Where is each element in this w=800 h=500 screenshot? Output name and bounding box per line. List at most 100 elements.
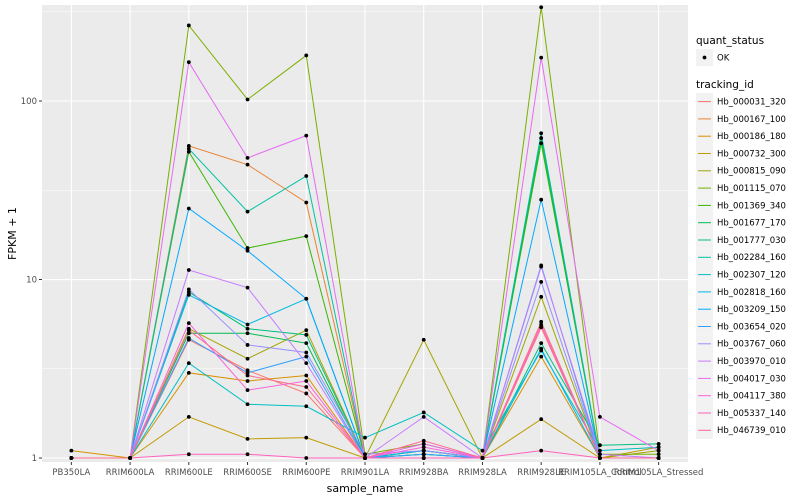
data-point: [480, 456, 485, 460]
data-point: [304, 391, 309, 396]
data-point: [186, 23, 191, 28]
y-tick-label: 1: [32, 454, 37, 464]
data-point: [539, 264, 544, 269]
x-tick-label: RRIM600LA: [106, 468, 155, 478]
data-point: [421, 337, 426, 342]
data-point: [598, 456, 602, 460]
data-point: [304, 354, 309, 359]
data-point: [539, 322, 544, 327]
x-tick-label: RRIM600PE: [282, 468, 330, 478]
data-point: [421, 414, 426, 419]
data-point: [186, 287, 191, 292]
data-point: [539, 131, 544, 136]
data-point: [539, 341, 544, 346]
data-point: [656, 441, 661, 446]
data-point: [304, 296, 309, 301]
data-point: [539, 346, 544, 351]
data-point: [304, 373, 309, 378]
x-tick-label: RRIM105LA_Stressed: [614, 468, 704, 478]
legend-series-label: Hb_000031_320: [717, 98, 786, 108]
legend-series-label: Hb_000167_100: [717, 115, 786, 125]
data-point: [539, 5, 544, 10]
data-point: [598, 443, 602, 448]
data-point: [539, 141, 544, 146]
data-point: [363, 456, 367, 460]
data-point: [186, 146, 191, 151]
legend-quant-label: OK: [717, 54, 730, 64]
data-point: [656, 445, 661, 450]
x-tick-label: RRIM901LA: [341, 468, 390, 478]
data-point: [186, 321, 191, 325]
data-point: [186, 331, 191, 336]
data-point: [245, 436, 250, 441]
data-point: [656, 448, 661, 453]
x-tick-label: RRIM928LE: [517, 468, 565, 478]
x-tick-label: RRIM928BA: [399, 468, 449, 478]
y-axis: 1 10 100: [21, 97, 42, 464]
data-point: [363, 452, 367, 457]
data-point: [186, 336, 191, 340]
legend-series-label: Hb_000732_300: [717, 149, 786, 159]
data-point: [186, 370, 191, 375]
data-point: [245, 356, 250, 361]
data-point: [304, 174, 309, 178]
legend-tracking-title: tracking_id: [696, 79, 754, 91]
data-point: [539, 136, 544, 140]
legend-series-label: Hb_003654_020: [717, 322, 786, 332]
data-point: [421, 448, 426, 453]
legend-series-label: Hb_002307_120: [717, 271, 786, 281]
data-point: [304, 350, 309, 355]
data-point: [245, 322, 250, 327]
data-point: [421, 438, 426, 443]
legend-quant-title: quant_status: [696, 35, 764, 47]
data-point: [656, 456, 661, 460]
legend-series-label: Hb_003767_060: [717, 340, 786, 350]
legend-series-label: Hb_004017_030: [717, 374, 786, 384]
x-tick-label: RRIM928LA: [458, 468, 507, 478]
y-axis-title: FPKM + 1: [6, 207, 19, 260]
data-point: [656, 452, 661, 457]
data-point: [421, 441, 426, 446]
data-point: [245, 402, 250, 407]
data-point: [304, 379, 309, 383]
x-tick-label: RRIM105LA_Control: [558, 468, 642, 478]
data-point: [539, 197, 544, 202]
legend-series-label: Hb_005337_140: [717, 409, 786, 419]
data-point: [304, 234, 309, 239]
data-point: [598, 452, 602, 457]
legend-series-label: Hb_000186_180: [717, 132, 786, 142]
data-point: [304, 385, 309, 389]
data-point: [304, 361, 309, 366]
legend-series-label: Hb_003209_150: [717, 305, 786, 315]
data-point: [186, 361, 191, 366]
series-points: [69, 5, 661, 460]
data-point: [186, 290, 191, 295]
legend-series-label: Hb_001677_170: [717, 219, 786, 229]
legend-series-label: Hb_000815_090: [717, 167, 786, 177]
data-point: [186, 452, 191, 457]
legend-tracking-id: tracking_id Hb_000031_320 Hb_000167_100 Hb…: [696, 79, 786, 439]
data-point: [186, 292, 191, 297]
data-point: [245, 326, 250, 331]
data-point: [304, 435, 309, 440]
data-point: [304, 328, 309, 333]
data-point: [539, 417, 544, 422]
data-point: [539, 55, 544, 60]
data-point: [245, 370, 250, 375]
legend-series-label: Hb_003970_010: [717, 357, 786, 367]
y-tick-label: 10: [26, 276, 37, 286]
data-point: [539, 279, 544, 284]
x-tick-label: RRIM600LE: [165, 468, 213, 478]
legend-series-label: Hb_002818_160: [717, 288, 786, 298]
data-point: [304, 200, 309, 205]
legend-series-label: Hb_001115_070: [717, 184, 786, 194]
data-point: [186, 268, 191, 272]
data-point: [69, 448, 74, 453]
data-point: [245, 246, 250, 250]
x-tick-label: PB350LA: [52, 468, 90, 478]
data-point: [245, 379, 250, 383]
legend-series-label: Hb_001369_340: [717, 201, 786, 211]
data-point: [539, 294, 544, 299]
legend-quant-status: quant_status OK: [696, 35, 764, 66]
